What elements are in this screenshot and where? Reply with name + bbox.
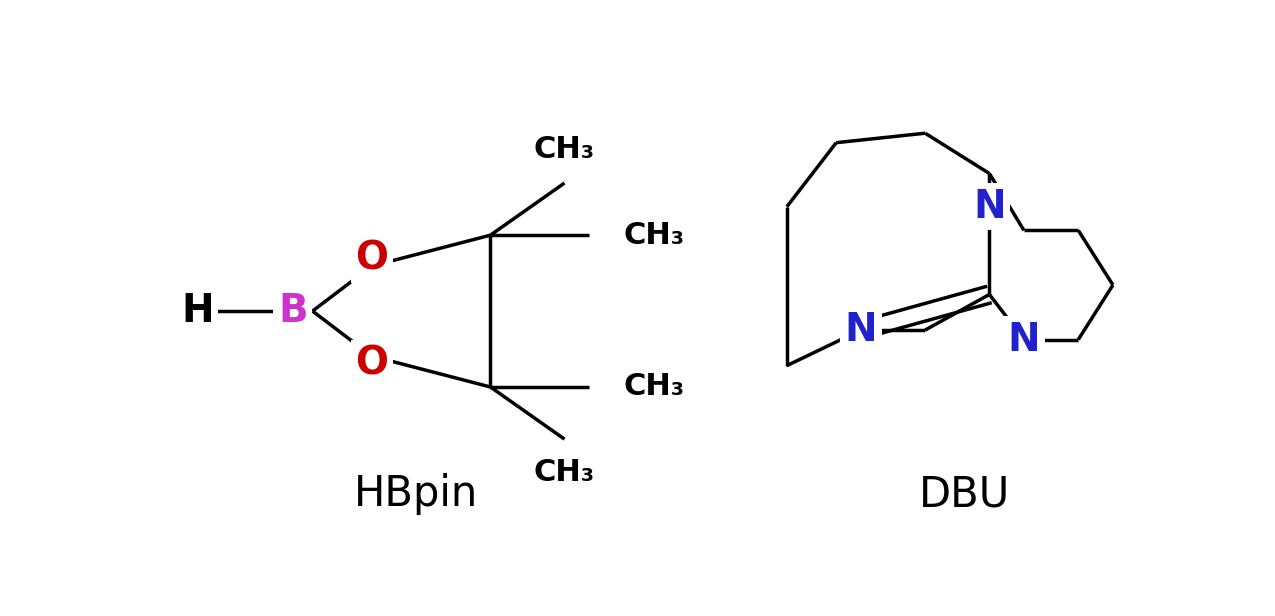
Text: O: O (356, 344, 389, 383)
Text: O: O (356, 240, 389, 278)
Text: N: N (844, 311, 877, 349)
Text: B: B (278, 292, 307, 330)
Text: CH₃: CH₃ (623, 373, 685, 402)
Text: CH₃: CH₃ (534, 135, 595, 164)
Text: N: N (973, 188, 1006, 225)
Text: DBU: DBU (919, 473, 1010, 515)
Text: H: H (181, 292, 214, 330)
Text: CH₃: CH₃ (623, 221, 685, 249)
Text: N: N (1007, 320, 1040, 359)
Text: HBpin: HBpin (354, 473, 478, 515)
Text: CH₃: CH₃ (534, 458, 595, 487)
